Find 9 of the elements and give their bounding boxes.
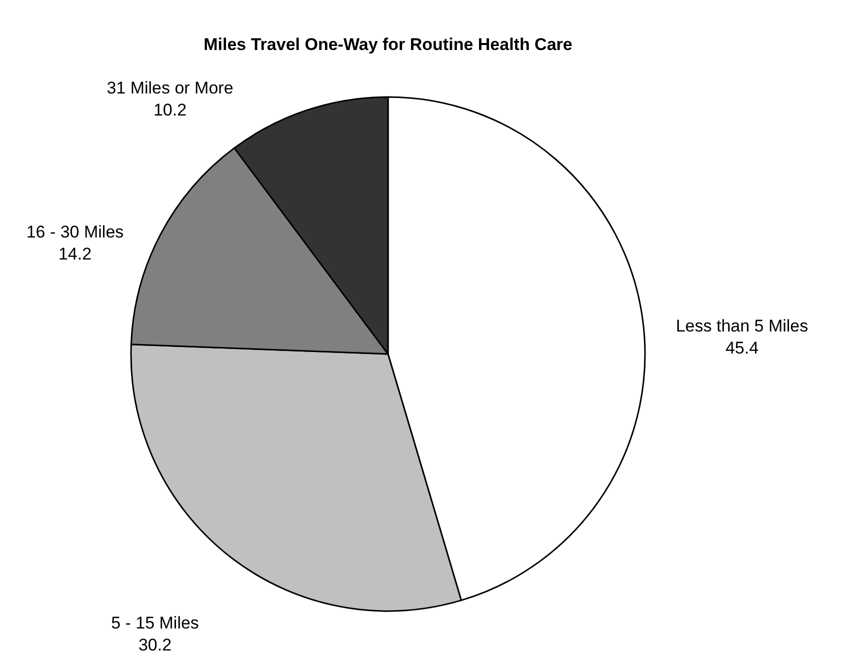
slice-label: Less than 5 Miles <box>676 316 808 336</box>
data-label: 10.2 <box>153 100 187 120</box>
slice-label: 5 - 15 Miles <box>111 614 199 633</box>
data-label: 45.4 <box>725 338 759 358</box>
data-label: 30.2 <box>138 636 172 655</box>
chart-title: Miles Travel One-Way for Routine Health Care <box>204 35 572 54</box>
slice-label: 31 Miles or More <box>106 78 234 98</box>
data-label: 14.2 <box>58 244 92 264</box>
slice-label: 16 - 30 Miles <box>26 222 124 242</box>
